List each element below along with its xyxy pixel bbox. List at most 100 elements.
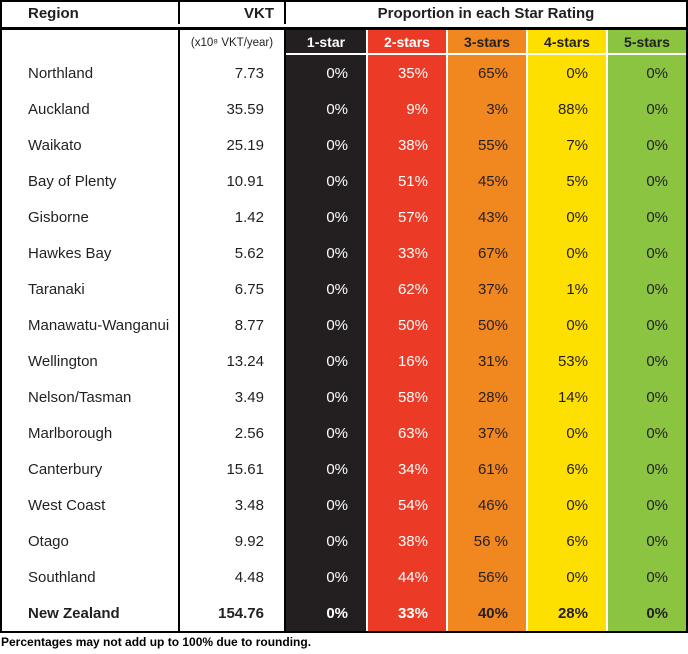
rating-cell-1-star: 0% bbox=[286, 523, 366, 559]
rating-cell-5-stars: 0% bbox=[606, 343, 686, 379]
region-cell: New Zealand bbox=[2, 595, 180, 631]
rating-cell-5-stars: 0% bbox=[606, 55, 686, 91]
rating-cell-4-stars: 0% bbox=[526, 55, 606, 91]
rating-cell-4-stars: 6% bbox=[526, 451, 606, 487]
table-row: Gisborne 1.42 0% 57% 43% 0% 0% bbox=[2, 199, 686, 235]
rating-cell-2-stars: 51% bbox=[366, 163, 446, 199]
rating-cell-5-stars: 0% bbox=[606, 91, 686, 127]
rating-cell-1-star: 0% bbox=[286, 127, 366, 163]
vkt-cell: 8.77 bbox=[180, 307, 286, 343]
rating-cell-4-stars: 0% bbox=[526, 559, 606, 595]
rating-cell-3-stars: 55% bbox=[446, 127, 526, 163]
star-rating-table: Region VKT Proportion in each Star Ratin… bbox=[0, 0, 688, 633]
vkt-cell: 13.24 bbox=[180, 343, 286, 379]
rating-cell-4-stars: 6% bbox=[526, 523, 606, 559]
region-cell: Manawatu-Wanganui bbox=[2, 307, 180, 343]
rating-cell-1-star: 0% bbox=[286, 451, 366, 487]
vkt-cell: 10.91 bbox=[180, 163, 286, 199]
rating-cell-2-stars: 35% bbox=[366, 55, 446, 91]
rating-cell-4-stars: 53% bbox=[526, 343, 606, 379]
table-row: West Coast 3.48 0% 54% 46% 0% 0% bbox=[2, 487, 686, 523]
rating-cell-3-stars: 46% bbox=[446, 487, 526, 523]
rating-cell-4-stars: 5% bbox=[526, 163, 606, 199]
rating-cell-2-stars: 33% bbox=[366, 235, 446, 271]
table-row: Manawatu-Wanganui 8.77 0% 50% 50% 0% 0% bbox=[2, 307, 686, 343]
table-body: Northland 7.73 0% 35% 65% 0% 0% Auckland 35.59 0%… bbox=[2, 55, 686, 631]
region-cell: Otago bbox=[2, 523, 180, 559]
rating-cell-5-stars: 0% bbox=[606, 451, 686, 487]
rating-cell-4-stars: 0% bbox=[526, 307, 606, 343]
region-cell: Wellington bbox=[2, 343, 180, 379]
rating-cell-3-stars: 40% bbox=[446, 595, 526, 631]
vkt-cell: 25.19 bbox=[180, 127, 286, 163]
rating-cell-4-stars: 0% bbox=[526, 235, 606, 271]
rating-cell-1-star: 0% bbox=[286, 163, 366, 199]
rating-cell-2-stars: 63% bbox=[366, 415, 446, 451]
rating-cell-5-stars: 0% bbox=[606, 415, 686, 451]
rating-cell-3-stars: 65% bbox=[446, 55, 526, 91]
vkt-cell: 154.76 bbox=[180, 595, 286, 631]
region-cell: Auckland bbox=[2, 91, 180, 127]
region-cell: Bay of Plenty bbox=[2, 163, 180, 199]
rating-cell-4-stars: 14% bbox=[526, 379, 606, 415]
rating-cell-2-stars: 38% bbox=[366, 127, 446, 163]
star-header-row: (x10⁸ VKT/year) 1-star 2-stars 3-stars 4-st… bbox=[2, 30, 686, 55]
table-row: New Zealand 154.76 0% 33% 40% 28% 0% bbox=[2, 595, 686, 631]
table-row: Southland 4.48 0% 44% 56% 0% 0% bbox=[2, 559, 686, 595]
region-cell: Gisborne bbox=[2, 199, 180, 235]
rating-cell-4-stars: 0% bbox=[526, 487, 606, 523]
rating-cell-5-stars: 0% bbox=[606, 595, 686, 631]
table-header-row: Region VKT Proportion in each Star Ratin… bbox=[2, 2, 686, 30]
rating-cell-4-stars: 28% bbox=[526, 595, 606, 631]
empty-header-cell bbox=[2, 30, 180, 55]
region-cell: Marlborough bbox=[2, 415, 180, 451]
rating-cell-5-stars: 0% bbox=[606, 379, 686, 415]
vkt-cell: 5.62 bbox=[180, 235, 286, 271]
rating-cell-4-stars: 1% bbox=[526, 271, 606, 307]
rating-cell-3-stars: 61% bbox=[446, 451, 526, 487]
rating-cell-2-stars: 54% bbox=[366, 487, 446, 523]
vkt-cell: 2.56 bbox=[180, 415, 286, 451]
rating-cell-1-star: 0% bbox=[286, 235, 366, 271]
rating-cell-2-stars: 50% bbox=[366, 307, 446, 343]
rating-cell-5-stars: 0% bbox=[606, 127, 686, 163]
region-cell: Nelson/Tasman bbox=[2, 379, 180, 415]
rating-cell-3-stars: 31% bbox=[446, 343, 526, 379]
region-cell: Canterbury bbox=[2, 451, 180, 487]
vkt-cell: 6.75 bbox=[180, 271, 286, 307]
rating-cell-2-stars: 57% bbox=[366, 199, 446, 235]
rating-cell-5-stars: 0% bbox=[606, 487, 686, 523]
table-row: Canterbury 15.61 0% 34% 61% 6% 0% bbox=[2, 451, 686, 487]
rating-cell-3-stars: 43% bbox=[446, 199, 526, 235]
rating-cell-3-stars: 3% bbox=[446, 91, 526, 127]
vkt-cell: 7.73 bbox=[180, 55, 286, 91]
rating-cell-2-stars: 62% bbox=[366, 271, 446, 307]
rating-cell-4-stars: 0% bbox=[526, 199, 606, 235]
rating-cell-5-stars: 0% bbox=[606, 199, 686, 235]
rating-cell-2-stars: 44% bbox=[366, 559, 446, 595]
rating-cell-4-stars: 7% bbox=[526, 127, 606, 163]
rating-cell-5-stars: 0% bbox=[606, 235, 686, 271]
region-cell: Northland bbox=[2, 55, 180, 91]
table-row: Wellington 13.24 0% 16% 31% 53% 0% bbox=[2, 343, 686, 379]
rating-cell-4-stars: 88% bbox=[526, 91, 606, 127]
vkt-cell: 15.61 bbox=[180, 451, 286, 487]
vkt-cell: 1.42 bbox=[180, 199, 286, 235]
rating-cell-2-stars: 38% bbox=[366, 523, 446, 559]
rating-cell-5-stars: 0% bbox=[606, 271, 686, 307]
table-row: Hawkes Bay 5.62 0% 33% 67% 0% 0% bbox=[2, 235, 686, 271]
table-row: Northland 7.73 0% 35% 65% 0% 0% bbox=[2, 55, 686, 91]
rating-cell-3-stars: 37% bbox=[446, 271, 526, 307]
region-cell: Hawkes Bay bbox=[2, 235, 180, 271]
region-cell: Waikato bbox=[2, 127, 180, 163]
rating-cell-1-star: 0% bbox=[286, 559, 366, 595]
region-cell: Taranaki bbox=[2, 271, 180, 307]
vkt-header: VKT bbox=[180, 2, 286, 24]
rating-cell-5-stars: 0% bbox=[606, 559, 686, 595]
table-row: Auckland 35.59 0% 9% 3% 88% 0% bbox=[2, 91, 686, 127]
rating-cell-1-star: 0% bbox=[286, 307, 366, 343]
rating-cell-3-stars: 67% bbox=[446, 235, 526, 271]
proportion-header: Proportion in each Star Rating bbox=[377, 4, 595, 22]
rating-cell-2-stars: 58% bbox=[366, 379, 446, 415]
